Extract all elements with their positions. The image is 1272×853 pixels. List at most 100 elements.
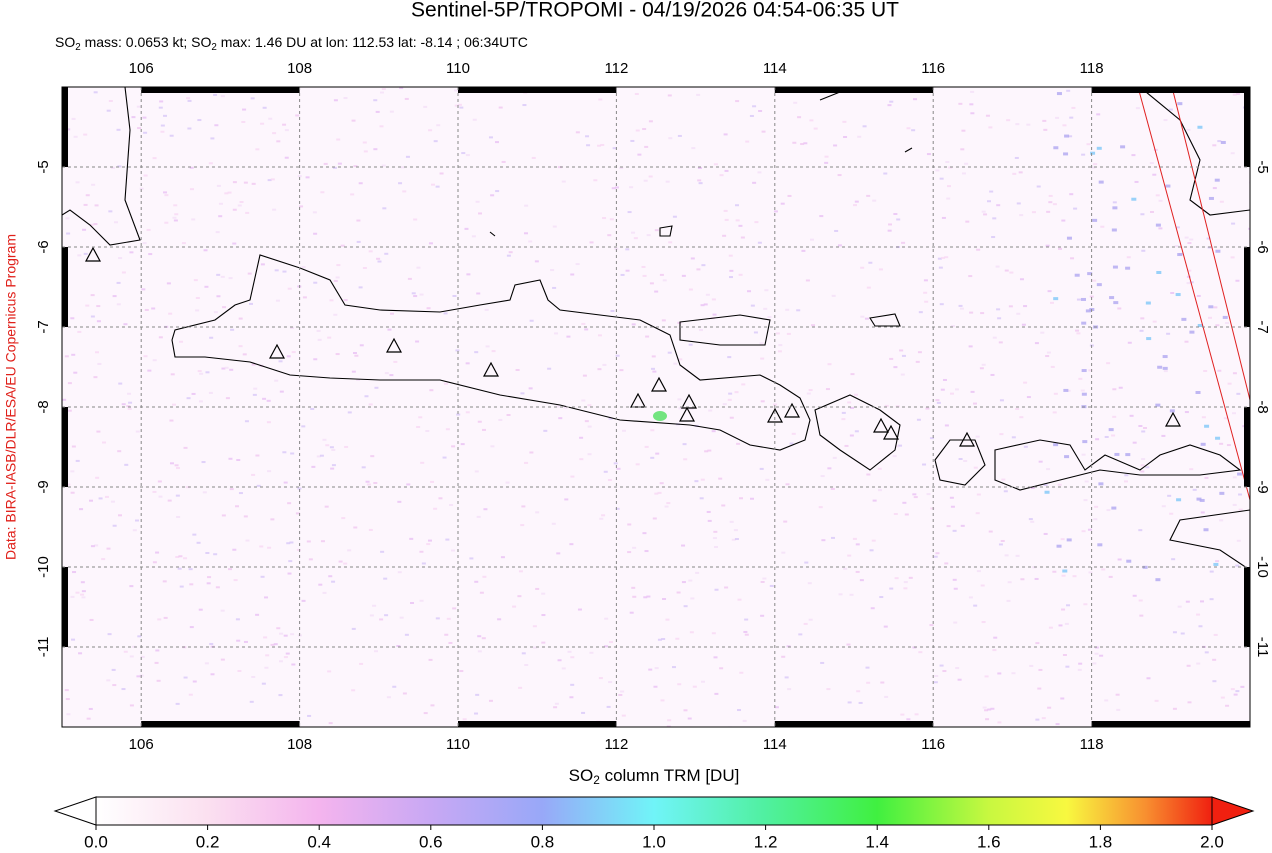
noise-pixel — [541, 592, 546, 595]
noise-pixel — [1172, 707, 1177, 710]
noise-pixel — [988, 126, 993, 129]
noise-pixel — [727, 356, 732, 359]
noise-pixel — [278, 694, 283, 697]
noise-pixel — [1152, 320, 1157, 323]
noise-pixel — [118, 257, 123, 260]
swath-edge — [1137, 87, 1250, 501]
noise-pixel — [1116, 708, 1121, 711]
noise-pixel — [901, 241, 906, 244]
noise-pixel — [189, 188, 194, 191]
noise-pixel — [1195, 390, 1201, 394]
noise-pixel — [903, 587, 908, 590]
noise-pixel — [1196, 497, 1202, 501]
noise-pixel — [1112, 206, 1118, 210]
noise-pixel — [213, 311, 218, 314]
noise-pixel — [310, 407, 315, 410]
noise-pixel — [129, 585, 134, 588]
noise-pixel — [220, 658, 225, 661]
noise-pixel — [272, 208, 277, 211]
noise-pixel — [227, 568, 232, 571]
noise-pixel — [1026, 123, 1031, 126]
noise-pixel — [805, 279, 810, 282]
noise-pixel — [256, 484, 261, 487]
noise-pixel — [1068, 135, 1073, 138]
noise-pixel — [460, 443, 465, 446]
noise-pixel — [1035, 718, 1040, 721]
noise-pixel — [95, 476, 100, 479]
noise-pixel — [677, 398, 682, 401]
noise-pixel — [430, 480, 435, 483]
noise-pixel — [1061, 574, 1066, 577]
so2-hotspot — [653, 411, 667, 421]
noise-pixel — [466, 273, 471, 276]
noise-pixel — [287, 287, 292, 290]
noise-pixel — [210, 137, 215, 140]
noise-pixel — [1167, 494, 1172, 497]
noise-pixel — [299, 205, 304, 208]
y-tick-label: -10 — [1254, 556, 1271, 578]
noise-pixel — [156, 679, 161, 682]
noise-pixel — [1117, 307, 1122, 310]
noise-pixel — [482, 575, 487, 578]
noise-pixel — [160, 130, 165, 133]
noise-pixel — [287, 502, 292, 505]
noise-pixel — [912, 493, 917, 496]
noise-pixel — [654, 492, 659, 495]
x-tick-label: 116 — [921, 60, 945, 77]
noise-pixel — [1098, 482, 1104, 486]
noise-pixel — [402, 190, 407, 193]
noise-pixel — [1185, 600, 1190, 603]
noise-pixel — [681, 581, 686, 584]
noise-pixel — [729, 276, 734, 279]
noise-pixel — [1088, 369, 1093, 372]
noise-pixel — [936, 401, 941, 404]
noise-pixel — [1175, 226, 1180, 229]
noise-pixel — [284, 129, 289, 132]
noise-pixel — [290, 452, 295, 455]
noise-pixel — [264, 666, 269, 669]
noise-pixel — [323, 162, 328, 165]
noise-pixel — [520, 392, 525, 395]
noise-pixel — [86, 717, 91, 720]
noise-pixel — [894, 577, 899, 580]
noise-pixel — [454, 89, 459, 92]
noise-pixel — [760, 580, 765, 583]
noise-pixel — [939, 303, 944, 306]
noise-pixel — [1196, 294, 1201, 297]
noise-pixel — [1200, 442, 1206, 446]
noise-pixel — [749, 114, 754, 117]
noise-pixel — [213, 553, 218, 556]
border-band — [774, 721, 934, 727]
noise-pixel — [893, 366, 898, 369]
noise-pixel — [1089, 295, 1094, 298]
noise-pixel — [1184, 411, 1189, 414]
noise-pixel — [1152, 173, 1157, 176]
noise-pixel — [662, 279, 667, 282]
noise-pixel — [94, 204, 99, 207]
noise-pixel — [1204, 476, 1209, 479]
noise-pixel — [992, 217, 997, 220]
y-tick-label: -8 — [1254, 400, 1271, 413]
noise-pixel — [245, 539, 250, 542]
noise-pixel — [222, 306, 227, 309]
noise-pixel — [278, 660, 283, 663]
noise-pixel — [929, 624, 934, 627]
noise-pixel — [350, 193, 355, 196]
noise-pixel — [83, 252, 88, 255]
noise-pixel — [1125, 453, 1131, 457]
noise-pixel — [1018, 171, 1023, 174]
noise-pixel — [869, 549, 874, 552]
noise-pixel — [1052, 411, 1057, 414]
noise-pixel — [313, 232, 318, 235]
noise-pixel — [77, 330, 82, 333]
noise-pixel — [183, 557, 188, 560]
noise-pixel — [990, 373, 995, 376]
noise-pixel — [311, 465, 316, 468]
noise-pixel — [79, 508, 84, 511]
noise-pixel — [529, 319, 534, 322]
noise-pixel — [90, 545, 95, 548]
noise-pixel — [714, 588, 719, 591]
volcano — [882, 424, 900, 440]
noise-pixel — [428, 129, 433, 132]
noise-pixel — [267, 546, 272, 549]
